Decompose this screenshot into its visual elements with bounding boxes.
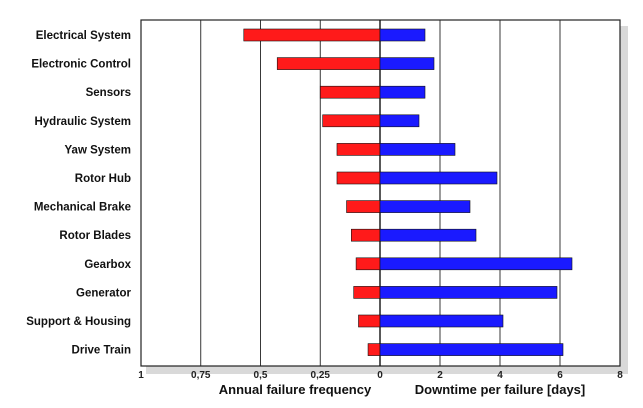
category-label: Mechanical Brake xyxy=(34,202,131,214)
left-tick-label: 1 xyxy=(138,370,144,381)
left-tick-label: 0,25 xyxy=(311,370,331,381)
failure-frequency-bar xyxy=(355,257,381,271)
downtime-bar xyxy=(379,286,558,299)
category-label: Generator xyxy=(76,287,131,299)
downtime-bar xyxy=(379,228,477,242)
category-label: Electrical System xyxy=(36,30,131,42)
failure-frequency-bar xyxy=(276,57,381,70)
left-axis-title: Annual failure frequency xyxy=(219,382,372,397)
downtime-bar xyxy=(379,200,471,213)
downtime-bar xyxy=(379,85,426,99)
downtime-bar xyxy=(379,114,420,128)
tick-labels: 1 0,75 0,5 0,25 0 2 4 6 8 xyxy=(138,370,623,381)
category-label: Rotor Blades xyxy=(59,230,131,242)
failure-frequency-bar xyxy=(346,200,381,213)
right-tick-label: 8 xyxy=(617,370,623,381)
category-label: Hydraulic System xyxy=(34,116,131,128)
category-label: Electronic Control xyxy=(31,59,131,71)
failure-frequency-bar xyxy=(367,343,381,356)
failure-frequency-bar xyxy=(353,286,381,299)
right-tick-label: 6 xyxy=(557,370,563,381)
category-label: Drive Train xyxy=(72,345,131,357)
downtime-bar xyxy=(379,57,435,70)
left-tick-label: 0,75 xyxy=(191,370,211,381)
category-label: Yaw System xyxy=(65,144,131,156)
failure-frequency-bar xyxy=(336,143,381,156)
failure-frequency-bar xyxy=(336,171,381,185)
failure-frequency-bar xyxy=(358,314,381,328)
bars xyxy=(243,28,573,356)
right-tick-label: 2 xyxy=(437,370,443,381)
left-tick-label: 0,5 xyxy=(254,370,268,381)
left-tick-label: 0 xyxy=(377,370,383,381)
downtime-bar xyxy=(379,143,456,156)
downtime-bar xyxy=(379,171,498,185)
category-label: Sensors xyxy=(86,87,131,99)
downtime-bar xyxy=(379,314,504,328)
downtime-bar xyxy=(379,343,564,356)
downtime-bar xyxy=(379,257,573,271)
failure-frequency-bar xyxy=(243,28,381,42)
failure-frequency-bar xyxy=(351,228,381,242)
right-axis-title: Downtime per failure [days] xyxy=(415,382,585,397)
category-label: Gearbox xyxy=(84,259,131,271)
failure-frequency-bar xyxy=(319,85,381,99)
category-labels: Electrical System Electronic Control Senso… xyxy=(26,30,131,357)
category-label: Support & Housing xyxy=(26,316,131,328)
downtime-bar xyxy=(379,28,426,42)
right-tick-label: 4 xyxy=(497,370,503,381)
failure-frequency-bar xyxy=(322,114,381,128)
grid-lines xyxy=(200,20,561,366)
category-label: Rotor Hub xyxy=(75,173,131,185)
